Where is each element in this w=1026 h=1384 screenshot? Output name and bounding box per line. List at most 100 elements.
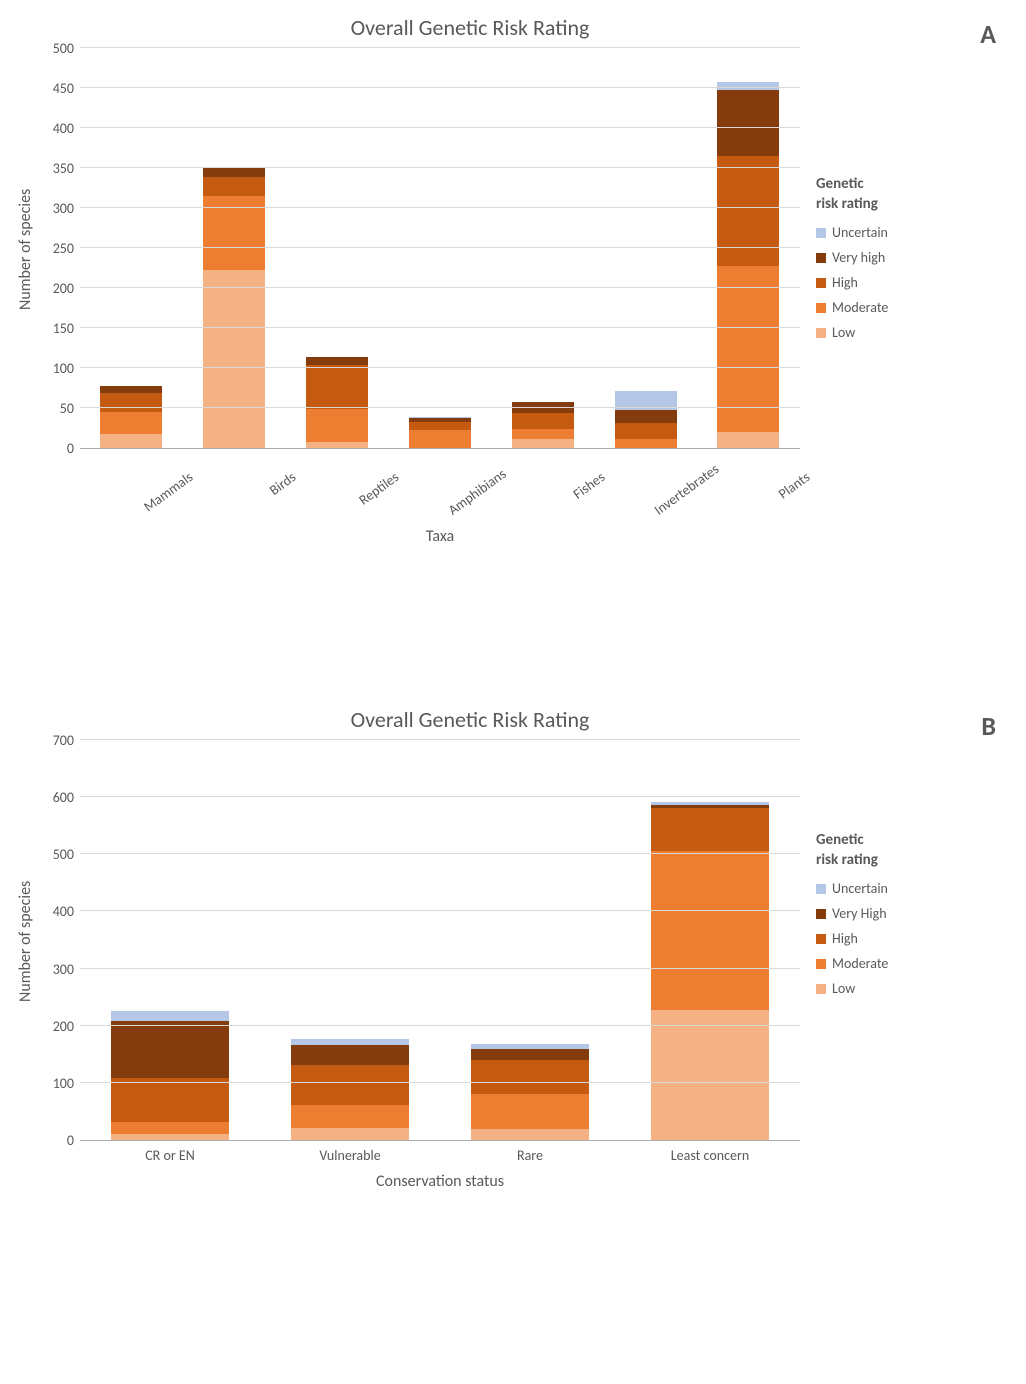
panel-a-chart-area: Number of species 5004504003503002502001… bbox=[0, 49, 1026, 546]
legend-label: Low bbox=[832, 980, 855, 997]
x-tick: CR or EN bbox=[111, 1141, 229, 1164]
bar-segment-low bbox=[291, 1128, 409, 1140]
figure: A Overall Genetic Risk Rating Number of … bbox=[0, 0, 1026, 1384]
legend-item-uncertain: Uncertain bbox=[816, 224, 950, 241]
bar-segment-high bbox=[100, 393, 162, 412]
legend-swatch bbox=[816, 253, 826, 263]
gridline bbox=[80, 367, 800, 368]
panel-a-xticks: MammalsBirdsReptilesAmphibiansFishesInve… bbox=[80, 449, 800, 519]
bar-segment-very_high bbox=[615, 410, 677, 423]
bar-segment-very_high bbox=[111, 1021, 229, 1078]
legend-swatch bbox=[816, 278, 826, 288]
bar bbox=[512, 402, 574, 448]
legend-item-uncertain: Uncertain bbox=[816, 880, 950, 897]
gridline bbox=[80, 910, 800, 911]
x-tick: Vulnerable bbox=[291, 1141, 409, 1164]
bar-segment-very_high bbox=[717, 90, 779, 156]
bar-segment-moderate bbox=[651, 851, 769, 1010]
panel-b-yticks: 7006005004003002001000 bbox=[40, 741, 80, 1141]
bar-segment-low bbox=[471, 1129, 589, 1140]
bar-segment-moderate bbox=[512, 429, 574, 439]
panel-b-chart-area: Number of species 7006005004003002001000… bbox=[0, 741, 1026, 1191]
legend-item-very_high: Very high bbox=[816, 249, 950, 266]
panel-a-plot bbox=[80, 49, 800, 449]
bar-segment-moderate bbox=[409, 430, 471, 448]
gridline bbox=[80, 47, 800, 48]
panel-a-yticks: 500450400350300250200150100500 bbox=[40, 49, 80, 449]
bar-segment-high bbox=[471, 1060, 589, 1094]
bar-segment-moderate bbox=[471, 1094, 589, 1128]
panel-a-legend: Genetic risk rating Uncertain Very high Hi… bbox=[800, 175, 950, 349]
bar-segment-low bbox=[651, 1010, 769, 1140]
bar bbox=[306, 357, 368, 448]
bar-segment-high bbox=[615, 423, 677, 439]
bar bbox=[409, 417, 471, 448]
panel-a: A Overall Genetic Risk Rating Number of … bbox=[0, 0, 1026, 692]
bar-segment-high bbox=[203, 177, 265, 196]
legend-label: Very high bbox=[832, 249, 885, 266]
bar bbox=[471, 1044, 589, 1140]
bar-segment-very_high bbox=[471, 1049, 589, 1060]
gridline bbox=[80, 127, 800, 128]
panel-b-legend: Genetic risk rating UncertainVery HighHi… bbox=[800, 831, 950, 1005]
bar-segment-very_high bbox=[291, 1045, 409, 1065]
bar-segment-very_high bbox=[306, 357, 368, 365]
panel-b-legend-title: Genetic risk rating bbox=[816, 831, 950, 870]
panel-a-label: A bbox=[980, 18, 996, 50]
legend-item-moderate: Moderate bbox=[816, 299, 950, 316]
panel-b-xticks: CR or ENVulnerableRareLeast concern bbox=[80, 1141, 800, 1164]
legend-swatch bbox=[816, 909, 826, 919]
gridline bbox=[80, 247, 800, 248]
bar-segment-low bbox=[100, 434, 162, 448]
bar bbox=[203, 168, 265, 448]
bar-segment-low bbox=[717, 432, 779, 448]
bar-segment-moderate bbox=[306, 409, 368, 443]
gridline bbox=[80, 739, 800, 740]
panel-b-title: Overall Genetic Risk Rating bbox=[70, 692, 870, 741]
panel-b-ylabel: Number of species bbox=[16, 741, 40, 1141]
legend-item-low: Low bbox=[816, 324, 950, 341]
legend-item-high: High bbox=[816, 274, 950, 291]
bar-segment-moderate bbox=[111, 1122, 229, 1133]
bar bbox=[717, 82, 779, 448]
bar-segment-high bbox=[512, 413, 574, 429]
bar bbox=[615, 391, 677, 448]
legend-swatch bbox=[816, 884, 826, 894]
bar-segment-low bbox=[512, 439, 574, 448]
gridline bbox=[80, 87, 800, 88]
gridline bbox=[80, 207, 800, 208]
x-tick: Rare bbox=[471, 1141, 589, 1164]
bar-segment-high bbox=[291, 1065, 409, 1105]
legend-label: High bbox=[832, 930, 858, 947]
bar-segment-high bbox=[111, 1078, 229, 1123]
bar-segment-low bbox=[111, 1134, 229, 1140]
panel-b-plot bbox=[80, 741, 800, 1141]
legend-item-low: Low bbox=[816, 980, 950, 997]
legend-swatch bbox=[816, 328, 826, 338]
legend-label: Uncertain bbox=[832, 880, 888, 897]
legend-label: High bbox=[832, 274, 858, 291]
legend-label: Moderate bbox=[832, 299, 888, 316]
bar-segment-high bbox=[717, 156, 779, 266]
bar-segment-high bbox=[409, 422, 471, 430]
panel-b: B Overall Genetic Risk Rating Number of … bbox=[0, 692, 1026, 1384]
gridline bbox=[80, 1082, 800, 1083]
bar-segment-high bbox=[306, 365, 368, 409]
legend-swatch bbox=[816, 959, 826, 969]
bar bbox=[291, 1039, 409, 1140]
bar bbox=[111, 1011, 229, 1140]
gridline bbox=[80, 1025, 800, 1026]
gridline bbox=[80, 327, 800, 328]
bar-segment-very_high bbox=[203, 168, 265, 177]
legend-swatch bbox=[816, 934, 826, 944]
bar bbox=[100, 386, 162, 448]
bar-segment-low bbox=[203, 270, 265, 448]
panel-a-title: Overall Genetic Risk Rating bbox=[70, 0, 870, 49]
gridline bbox=[80, 853, 800, 854]
panel-a-bars bbox=[80, 49, 800, 448]
legend-label: Uncertain bbox=[832, 224, 888, 241]
bar-segment-moderate bbox=[100, 412, 162, 434]
panel-a-legend-title: Genetic risk rating bbox=[816, 175, 950, 214]
bar-segment-high bbox=[651, 808, 769, 851]
legend-label: Low bbox=[832, 324, 855, 341]
